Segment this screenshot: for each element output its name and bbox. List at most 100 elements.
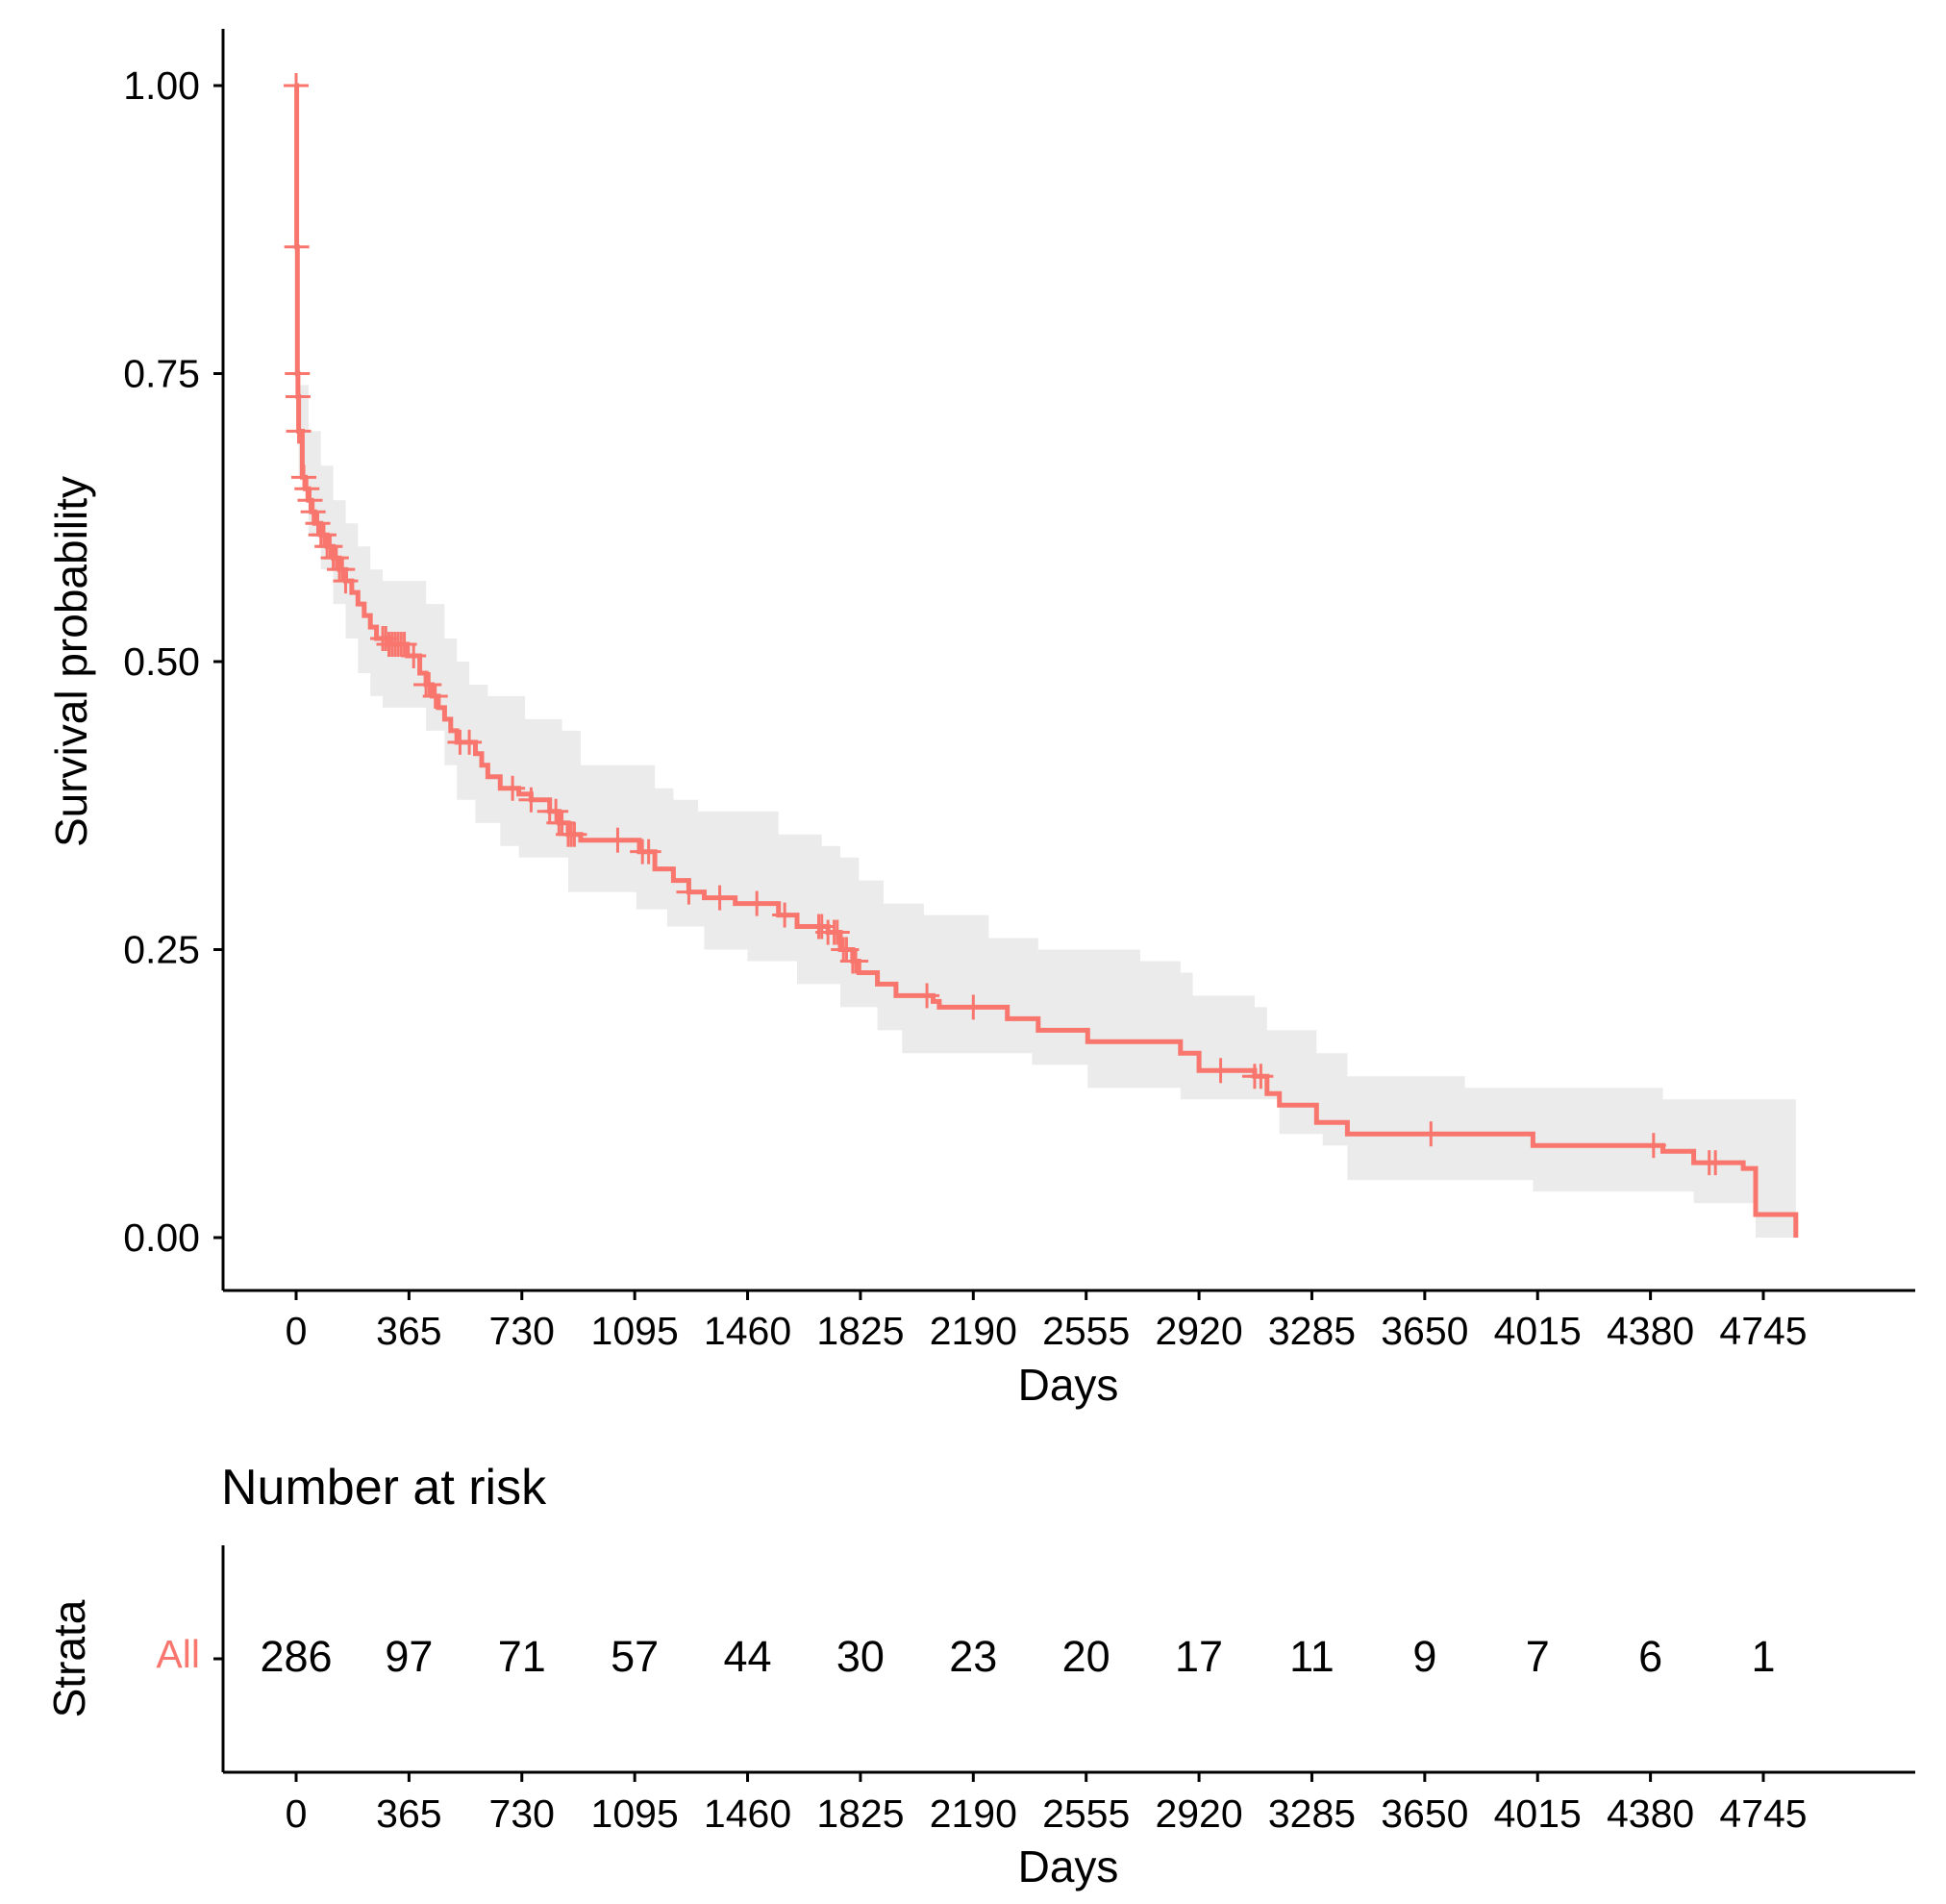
confidence-band-layer <box>296 86 1796 1238</box>
censor-mark <box>1208 1058 1234 1084</box>
risk-table-title: Number at risk <box>221 1460 547 1516</box>
censor-mark <box>809 914 835 939</box>
strata-label-all: All <box>156 1632 200 1676</box>
risk-count: 71 <box>498 1632 546 1681</box>
censor-mark <box>914 983 940 1009</box>
censor-mark <box>707 885 733 911</box>
censor-mark <box>294 476 320 502</box>
x-tick-label: 1460 <box>704 1309 791 1353</box>
x-axis-title: Days <box>1018 1360 1119 1410</box>
risk-count: 11 <box>1289 1632 1335 1681</box>
censor-mark <box>422 683 448 709</box>
censor-mark <box>744 890 770 916</box>
risk-x-tick-label: 1460 <box>704 1791 791 1836</box>
risk-count: 1 <box>1751 1632 1775 1681</box>
x-tick-label: 3650 <box>1381 1309 1468 1353</box>
risk-count: 44 <box>724 1632 772 1681</box>
censor-mark <box>843 948 869 974</box>
risk-count: 23 <box>949 1632 997 1681</box>
x-axis-ticks: 0 365 730 1095 1460 1825 2190 2555 2920 3285 3650 4… <box>286 1290 1808 1353</box>
censor-mark <box>285 384 311 410</box>
x-tick-label: 1095 <box>591 1309 679 1353</box>
censor-mark <box>676 879 702 905</box>
censor-marks-layer <box>284 73 1729 1176</box>
risk-x-axis-title: Days <box>1018 1841 1119 1891</box>
x-tick-label: 730 <box>489 1309 555 1353</box>
censor-mark <box>284 73 309 98</box>
y-axis-title: Survival probability <box>46 476 96 847</box>
y-tick-label: 0.00 <box>123 1215 200 1260</box>
censor-mark <box>286 418 312 444</box>
censor-mark <box>518 787 544 813</box>
censor-mark <box>772 902 798 928</box>
censor-mark <box>416 671 442 697</box>
y-tick-label: 0.75 <box>123 352 200 396</box>
censor-mark <box>330 557 356 583</box>
censor-mark <box>300 499 326 525</box>
risk-count: 17 <box>1175 1632 1223 1681</box>
censor-mark <box>457 729 483 755</box>
x-tick-label: 2555 <box>1042 1309 1130 1353</box>
risk-x-tick-label: 1825 <box>816 1791 904 1836</box>
risk-count: 9 <box>1412 1632 1436 1681</box>
risk-x-tick-label: 3650 <box>1381 1791 1468 1836</box>
risk-count: 7 <box>1526 1632 1550 1681</box>
x-tick-label: 2190 <box>930 1309 1017 1353</box>
risk-x-tick-label: 2555 <box>1042 1791 1130 1836</box>
risk-count: 97 <box>385 1632 433 1681</box>
censor-mark <box>297 488 323 514</box>
risk-x-tick-label: 2190 <box>930 1791 1017 1836</box>
risk-count: 286 <box>260 1632 332 1681</box>
x-tick-label: 4745 <box>1719 1309 1807 1353</box>
survival-plot-panel: 0.00 0.25 0.50 0.75 1.00 0 365 730 1095 1460 1825… <box>46 29 1915 1410</box>
risk-x-tick-label: 3285 <box>1268 1791 1356 1836</box>
risk-x-axis-ticks: 0 365 730 1095 1460 1825 2190 2555 2920 3285 3650 4… <box>286 1772 1808 1836</box>
censor-mark <box>311 522 337 548</box>
censor-mark <box>317 534 343 560</box>
censor-mark <box>636 839 661 864</box>
x-tick-label: 3285 <box>1268 1309 1356 1353</box>
x-tick-label: 2920 <box>1155 1309 1242 1353</box>
censor-mark <box>333 568 359 594</box>
censor-mark <box>284 234 310 260</box>
y-tick-label: 0.25 <box>123 928 200 972</box>
risk-x-tick-label: 4745 <box>1719 1791 1807 1836</box>
x-tick-label: 4015 <box>1494 1309 1582 1353</box>
censor-mark <box>1703 1150 1729 1176</box>
censor-mark <box>401 643 427 669</box>
risk-x-tick-label: 4380 <box>1607 1791 1694 1836</box>
censor-mark <box>961 994 986 1020</box>
risk-x-tick-label: 1095 <box>591 1791 679 1836</box>
y-tick-label: 0.50 <box>123 639 200 684</box>
y-axis-ticks: 0.00 0.25 0.50 0.75 1.00 <box>123 63 223 1260</box>
x-tick-label: 1825 <box>816 1309 904 1353</box>
censor-mark <box>824 919 850 945</box>
risk-count: 57 <box>611 1632 659 1681</box>
censor-mark <box>605 827 631 853</box>
risk-x-tick-label: 365 <box>376 1791 441 1836</box>
censor-mark <box>285 361 311 387</box>
y-tick-label: 1.00 <box>123 63 200 108</box>
risk-count: 20 <box>1062 1632 1110 1681</box>
risk-x-tick-label: 4015 <box>1494 1791 1582 1836</box>
risk-x-tick-label: 2920 <box>1155 1791 1242 1836</box>
censor-mark <box>323 545 349 571</box>
x-tick-label: 365 <box>376 1309 441 1353</box>
x-tick-label: 0 <box>286 1309 308 1353</box>
censor-mark <box>561 821 587 847</box>
censor-mark <box>305 511 331 537</box>
risk-count: 6 <box>1638 1632 1662 1681</box>
risk-x-tick-label: 0 <box>286 1791 308 1836</box>
risk-y-axis-title: Strata <box>44 1599 94 1717</box>
censor-mark <box>1418 1121 1444 1147</box>
risk-count: 30 <box>836 1632 885 1681</box>
confidence-band <box>296 86 1796 1238</box>
censor-mark <box>1248 1064 1274 1090</box>
risk-table-panel: Number at risk All 286 97 71 57 44 30 23 20 17 11… <box>44 1460 1915 1891</box>
censor-mark <box>1640 1133 1666 1159</box>
censor-mark <box>543 798 569 824</box>
risk-x-tick-label: 730 <box>489 1791 555 1836</box>
x-tick-label: 4380 <box>1607 1309 1694 1353</box>
censor-mark <box>500 775 526 801</box>
